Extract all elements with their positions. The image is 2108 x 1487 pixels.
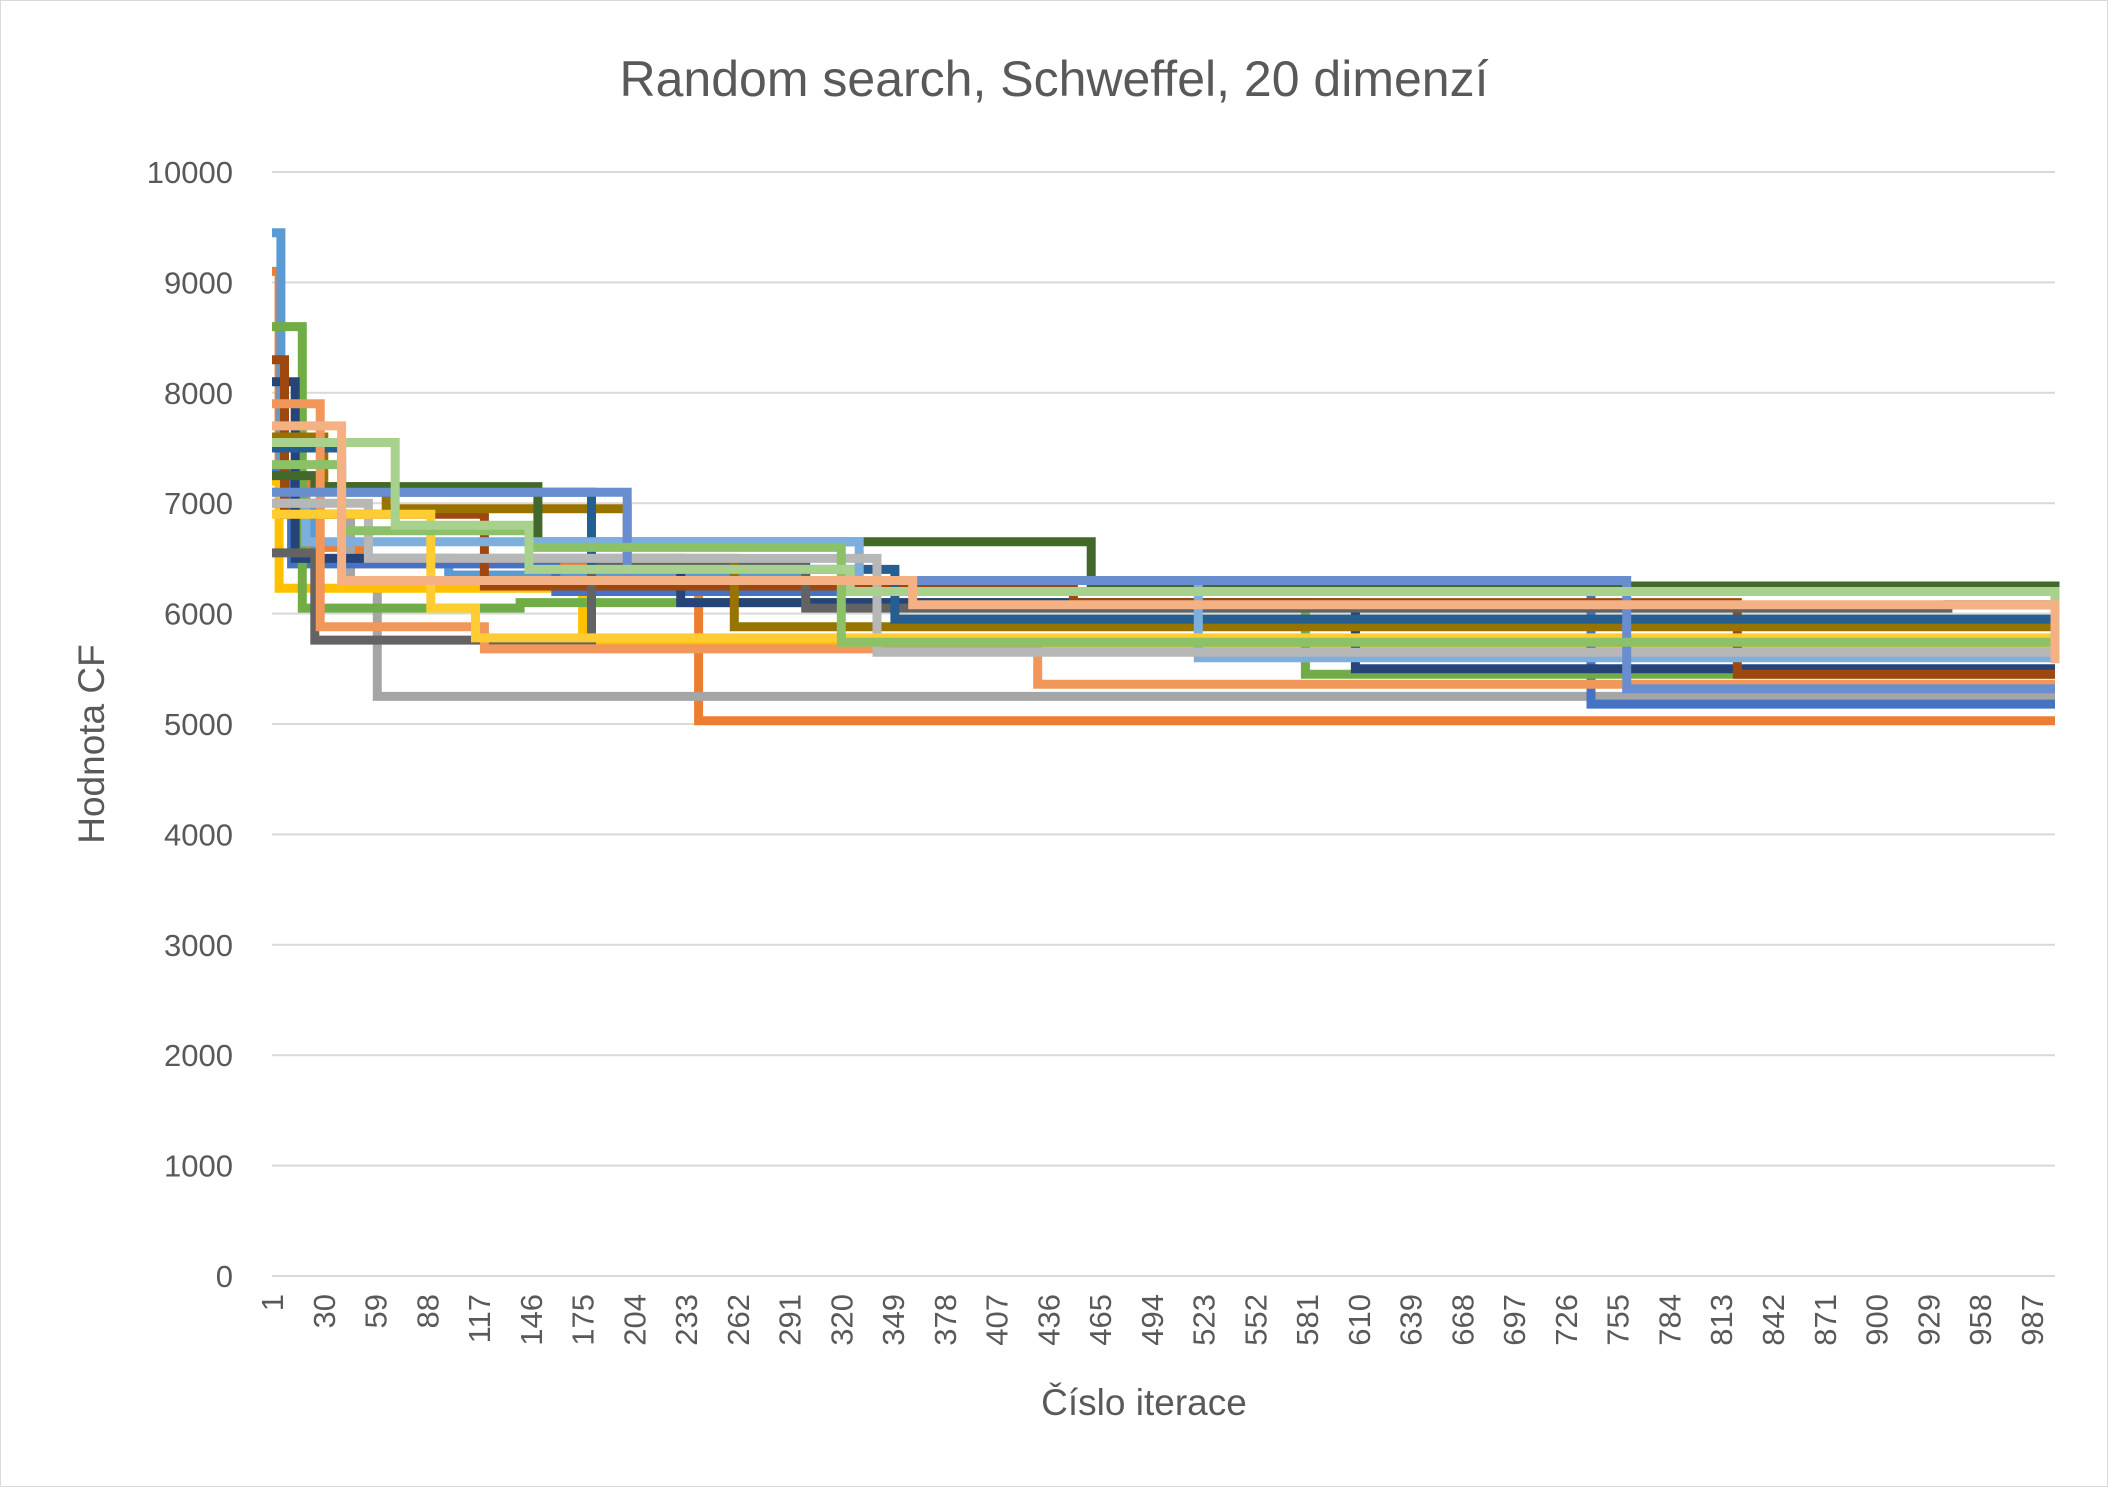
y-axis-tick-labels: 0 1000 2000 3000 4000 5000 6000 7000 8000 9000 100… (147, 155, 233, 1294)
x-tick-label: 900 (1860, 1294, 1895, 1346)
x-tick-label: 523 (1187, 1294, 1222, 1346)
y-tick-label: 8000 (164, 376, 233, 411)
x-tick-label: 610 (1342, 1294, 1377, 1346)
y-tick-label: 3000 (164, 928, 233, 963)
x-tick-label: 987 (2015, 1294, 2050, 1346)
x-tick-label: 30 (307, 1294, 342, 1328)
y-tick-label: 5000 (164, 707, 233, 742)
x-tick-label: 146 (514, 1294, 549, 1346)
x-tick-label: 262 (721, 1294, 756, 1346)
x-tick-label: 842 (1756, 1294, 1791, 1346)
x-tick-label: 784 (1652, 1294, 1687, 1346)
y-tick-label: 2000 (164, 1038, 233, 1073)
x-tick-label: 668 (1445, 1294, 1480, 1346)
x-tick-label: 291 (773, 1294, 808, 1346)
series-lines (272, 228, 2060, 726)
x-tick-label: 320 (824, 1294, 859, 1346)
x-tick-label: 552 (1238, 1294, 1273, 1346)
x-tick-label: 813 (1704, 1294, 1739, 1346)
x-axis-tick-labels: 1 30 59 88 117 146 175 204 233 262 291 320 349 378 407… (255, 1294, 2050, 1346)
x-tick-label: 755 (1601, 1294, 1636, 1346)
y-tick-label: 6000 (164, 597, 233, 632)
x-tick-label: 175 (566, 1294, 601, 1346)
y-tick-label: 7000 (164, 486, 233, 521)
x-tick-label: 871 (1808, 1294, 1843, 1346)
x-tick-label: 349 (876, 1294, 911, 1346)
x-tick-label: 726 (1549, 1294, 1584, 1346)
x-axis-title: Číslo iterace (1041, 1382, 1247, 1423)
series-line-19 (272, 438, 2060, 633)
x-tick-label: 436 (1031, 1294, 1066, 1346)
y-tick-label: 0 (216, 1259, 233, 1294)
series-line-17 (272, 487, 2055, 694)
x-tick-label: 465 (1083, 1294, 1118, 1346)
series-line-6 (272, 322, 2055, 679)
x-tick-label: 1 (255, 1294, 290, 1311)
series-line-16 (272, 509, 2055, 643)
series-line-20 (272, 421, 2060, 664)
x-tick-label: 407 (980, 1294, 1015, 1346)
x-tick-label: 639 (1394, 1294, 1429, 1346)
x-tick-label: 88 (410, 1294, 445, 1328)
x-tick-label: 204 (617, 1294, 652, 1346)
x-tick-label: 117 (462, 1294, 497, 1343)
x-tick-label: 929 (1911, 1294, 1946, 1346)
y-tick-label: 9000 (164, 265, 233, 300)
x-tick-label: 581 (1290, 1294, 1325, 1346)
x-tick-label: 697 (1497, 1294, 1532, 1346)
y-tick-label: 10000 (147, 155, 233, 190)
y-axis-title: Hodnota CF (71, 644, 112, 844)
x-tick-label: 233 (669, 1294, 704, 1346)
chart-title: Random search, Schweffel, 20 dimenzí (620, 51, 1489, 107)
x-tick-label: 378 (928, 1294, 963, 1346)
x-tick-label: 958 (1963, 1294, 1998, 1346)
x-tick-label: 59 (359, 1294, 394, 1328)
y-tick-label: 1000 (164, 1149, 233, 1184)
x-tick-label: 494 (1135, 1294, 1170, 1346)
y-tick-label: 4000 (164, 817, 233, 852)
